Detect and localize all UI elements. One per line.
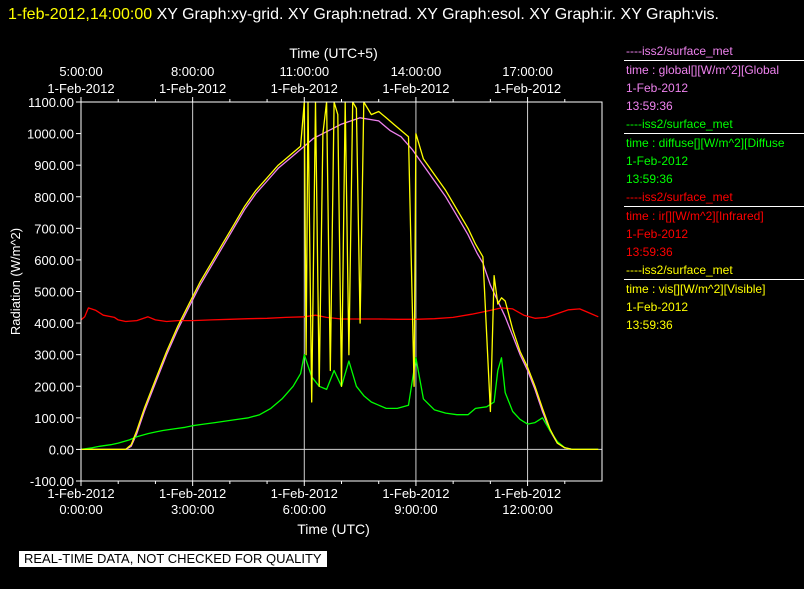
legend-time: 13:59:36	[626, 318, 673, 332]
y-tick-label: 0.00	[49, 442, 74, 457]
chart-axes: -100.00 0.00 100.00 200.00 300.00 400.00 500.0…	[27, 64, 603, 517]
x-tick-label-date: 1-Feb-2012	[47, 486, 114, 501]
legend-date: 1-Feb-2012	[626, 81, 689, 95]
x-tick-label-time: 3:00:00	[171, 502, 214, 517]
x-tick-label-time: 9:00:00	[394, 502, 437, 517]
legend-field: time : vis[][W/m^2][Visible]	[626, 282, 766, 296]
top-x-tick-label-date: 1-Feb-2012	[494, 81, 561, 96]
y-tick-label: 400.00	[34, 316, 74, 331]
legend-source: ----iss2/surface_met	[624, 188, 804, 207]
x-tick-label-date: 1-Feb-2012	[382, 486, 449, 501]
legend-entry-visible[interactable]: ----iss2/surface_met time : vis[][W/m^2]…	[624, 261, 804, 334]
quality-warning: REAL-TIME DATA, NOT CHECKED FOR QUALITY	[19, 551, 327, 567]
chart-series	[80, 101, 599, 451]
chart-grid	[81, 102, 602, 481]
x-tick-label-date: 1-Feb-2012	[271, 486, 338, 501]
top-x-tick-label-date: 1-Feb-2012	[159, 81, 226, 96]
page-title: 1-feb-2012,14:00:00 XY Graph:xy-grid. XY…	[8, 4, 798, 25]
top-x-tick-label-date: 1-Feb-2012	[382, 81, 449, 96]
y-axis-label: Radiation (W/m^2)	[8, 228, 23, 335]
legend-source: ----iss2/surface_met	[624, 261, 804, 280]
legend-source: ----iss2/surface_met	[624, 115, 804, 134]
top-x-tick-label-time: 14:00:00	[391, 64, 442, 79]
header-date-time: 1-feb-2012,14:00:00	[8, 6, 153, 23]
top-x-tick-label-time: 5:00:00	[59, 64, 102, 79]
legend-time: 13:59:36	[626, 172, 673, 186]
legend-entry-diffuse[interactable]: ----iss2/surface_met time : diffuse[][W/…	[624, 115, 804, 188]
y-tick-label: 100.00	[34, 411, 74, 426]
top-x-tick-label-time: 17:00:00	[502, 64, 553, 79]
x-tick-label-time: 12:00:00	[502, 502, 553, 517]
x-tick-label-date: 1-Feb-2012	[159, 486, 226, 501]
top-x-tick-label-time: 8:00:00	[171, 64, 214, 79]
y-tick-label: 500.00	[34, 285, 74, 300]
series-line-global	[81, 117, 599, 451]
x-axis-label: Time (UTC)	[297, 521, 370, 537]
legend-entry-global[interactable]: ----iss2/surface_met time : global[][W/m…	[624, 42, 804, 115]
series-line-diffuse	[80, 354, 599, 451]
y-tick-label: 300.00	[34, 348, 74, 363]
legend-field: time : ir[][W/m^2][Infrared]	[626, 209, 764, 223]
y-tick-label: 1000.00	[27, 127, 74, 142]
legend-date: 1-Feb-2012	[626, 227, 689, 241]
legend-field: time : global[][W/m^2][Global	[626, 63, 780, 77]
top-x-axis-label: Time (UTC+5)	[289, 45, 378, 61]
y-tick-label: 900.00	[34, 158, 74, 173]
top-x-tick-label-date: 1-Feb-2012	[271, 81, 338, 96]
top-x-tick-label-date: 1-Feb-2012	[47, 81, 114, 96]
plot-frame	[80, 101, 603, 482]
y-tick-label: 600.00	[34, 253, 74, 268]
series-line-infrared	[80, 307, 599, 323]
legend-time: 13:59:36	[626, 99, 673, 113]
legend-time: 13:59:36	[626, 245, 673, 259]
legend-field: time : diffuse[][W/m^2][Diffuse	[626, 136, 785, 150]
legend-entry-infrared[interactable]: ----iss2/surface_met time : ir[][W/m^2][…	[624, 188, 804, 261]
x-tick-label-time: 6:00:00	[283, 502, 326, 517]
y-tick-label: 800.00	[34, 190, 74, 205]
legend-date: 1-Feb-2012	[626, 300, 689, 314]
y-tick-label: 1100.00	[28, 95, 74, 110]
y-tick-label: 700.00	[34, 221, 74, 236]
y-tick-label: 200.00	[34, 379, 74, 394]
legend-date: 1-Feb-2012	[626, 154, 689, 168]
chart-legend: ----iss2/surface_met time : global[][W/m…	[624, 42, 804, 334]
top-x-tick-label-time: 11:00:00	[279, 64, 329, 79]
legend-source: ----iss2/surface_met	[624, 42, 804, 61]
x-tick-label-time: 0:00:00	[59, 502, 102, 517]
header-graph-list: XY Graph:xy-grid. XY Graph:netrad. XY Gr…	[156, 6, 719, 23]
series-line-visible	[81, 101, 599, 451]
x-tick-label-date: 1-Feb-2012	[494, 486, 561, 501]
y-tick-label: -100.00	[30, 474, 74, 489]
